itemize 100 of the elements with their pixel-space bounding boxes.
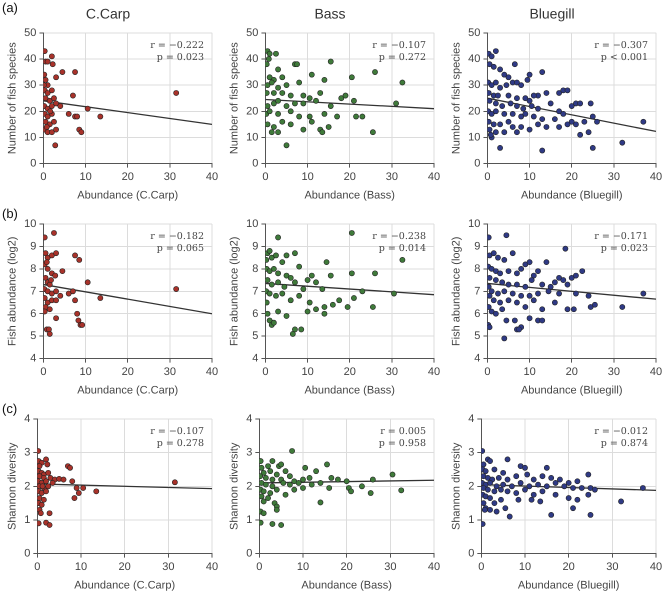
y-tick-label: 1 xyxy=(246,514,252,526)
annotation: p = 0.065 xyxy=(156,243,204,254)
y-tick-label: 7 xyxy=(252,285,258,298)
y-tick-label: 0 xyxy=(246,548,252,560)
y-tick-label: 9 xyxy=(30,240,36,252)
annotation: r = −0.012 xyxy=(594,426,648,438)
y-tick-label: 3 xyxy=(468,446,474,459)
x-tick-label: 20 xyxy=(562,561,575,574)
x-tick-label: 20 xyxy=(344,366,356,378)
y-tick-label: 20 xyxy=(468,105,480,118)
y-axis-title: Fish abundance (log2) xyxy=(6,236,19,346)
x-tick-label: 10 xyxy=(79,366,92,378)
x-tick-label: 40 xyxy=(650,561,662,574)
x-tick-label: 30 xyxy=(606,561,618,574)
annotation: p = 0.874 xyxy=(600,438,648,450)
annotation: r = −0.107 xyxy=(150,426,204,438)
y-axis-title: Shannon diversity xyxy=(228,442,241,530)
y-tick-label: 40 xyxy=(24,52,36,65)
x-tick-label: 20 xyxy=(122,366,134,378)
y-tick-label: 30 xyxy=(468,79,480,92)
annotation: r = −0.222 xyxy=(150,40,204,52)
y-tick-label: 2 xyxy=(24,480,30,492)
x-axis-title: Abundance (Bluegill) xyxy=(518,579,620,592)
y-tick-label: 3 xyxy=(24,446,30,459)
y-tick-label: 20 xyxy=(24,105,36,118)
annotation: p = 0.278 xyxy=(156,438,204,450)
x-axis-title: Abundance (Bass) xyxy=(304,384,395,396)
y-tick-label: 0 xyxy=(24,548,30,560)
x-tick-label: 0 xyxy=(262,366,268,378)
text: (a) xyxy=(2,0,18,16)
y-tick-label: 10 xyxy=(246,131,258,144)
x-tick-label: 0 xyxy=(484,171,490,184)
y-tick-label: 7 xyxy=(474,285,480,298)
x-tick-label: 30 xyxy=(164,171,176,184)
y-tick-label: 5 xyxy=(252,330,258,342)
chart-title: C.Carp xyxy=(86,5,130,22)
y-tick-label: 50 xyxy=(468,26,480,39)
x-tick-label: 40 xyxy=(428,561,440,574)
x-tick-label: 20 xyxy=(566,366,578,378)
y-tick-label: 2 xyxy=(468,480,474,492)
x-tick-label: 20 xyxy=(340,561,353,574)
x-tick-label: 10 xyxy=(296,561,310,574)
y-tick-label: 30 xyxy=(246,79,258,92)
annotation: p = 0.958 xyxy=(378,438,426,450)
y-axis-title: Fish abundance (log2) xyxy=(450,236,463,346)
y-tick-label: 7 xyxy=(30,285,36,298)
x-tick-label: 30 xyxy=(386,366,398,378)
y-tick-label: 9 xyxy=(474,240,480,252)
x-tick-label: 0 xyxy=(484,366,490,378)
x-tick-label: 40 xyxy=(428,171,440,184)
y-tick-label: 10 xyxy=(468,131,480,144)
y-tick-label: 40 xyxy=(468,52,480,65)
y-tick-label: 0 xyxy=(468,548,474,560)
y-axis-title: Number of fish species xyxy=(228,42,241,154)
y-tick-label: 0 xyxy=(30,158,36,170)
y-tick-label: 4 xyxy=(30,352,36,365)
x-tick-label: 30 xyxy=(164,366,176,378)
y-tick-label: 20 xyxy=(246,105,258,118)
x-tick-label: 10 xyxy=(301,366,314,378)
y-tick-label: 6 xyxy=(474,308,480,320)
x-tick-label: 40 xyxy=(206,171,218,184)
y-tick-label: 3 xyxy=(246,446,252,459)
annotation: r = −0.238 xyxy=(372,231,426,242)
y-tick-label: 1 xyxy=(24,514,30,526)
annotation: p = 0.272 xyxy=(378,52,426,64)
x-axis-title: Abundance (Bluegill) xyxy=(520,189,622,202)
x-tick-label: 10 xyxy=(74,561,88,574)
y-tick-label: 0 xyxy=(474,158,480,170)
y-axis-title: Number of fish species xyxy=(6,42,19,154)
y-tick-label: 4 xyxy=(252,352,258,365)
y-tick-label: 8 xyxy=(252,262,258,275)
y-tick-label: 5 xyxy=(474,330,480,342)
x-tick-label: 40 xyxy=(650,171,662,184)
y-axis-title: Fish abundance (log2) xyxy=(228,236,241,346)
annotation: r = −0.171 xyxy=(594,231,648,242)
y-tick-label: 30 xyxy=(24,79,36,92)
y-axis-title: Number of fish species xyxy=(450,42,463,154)
y-tick-label: 8 xyxy=(474,262,480,275)
x-tick-label: 30 xyxy=(386,171,398,184)
y-tick-label: 6 xyxy=(30,308,36,320)
y-tick-label: 4 xyxy=(246,413,252,426)
chart-title: Bass xyxy=(314,5,346,22)
x-tick-label: 0 xyxy=(262,171,268,184)
x-tick-label: 20 xyxy=(344,171,356,184)
y-tick-label: 40 xyxy=(246,52,258,65)
x-tick-label: 20 xyxy=(118,561,131,574)
x-tick-label: 30 xyxy=(608,366,620,378)
x-axis-title: Abundance (C.Carp) xyxy=(77,189,178,202)
text: (b) xyxy=(2,206,18,222)
x-tick-label: 30 xyxy=(384,561,396,574)
x-tick-label: 0 xyxy=(40,171,46,184)
annotation: p = 0.023 xyxy=(156,52,204,64)
x-axis-title: Abundance (Bass) xyxy=(304,189,395,202)
annotation: r = −0.182 xyxy=(150,231,204,242)
x-axis-title: Abundance (Bluegill) xyxy=(520,384,622,396)
x-tick-label: 20 xyxy=(122,171,134,184)
y-axis-title: Shannon diversity xyxy=(450,442,463,530)
y-tick-label: 10 xyxy=(24,218,36,230)
annotation: p = 0.014 xyxy=(378,243,426,254)
y-tick-label: 0 xyxy=(252,158,258,170)
